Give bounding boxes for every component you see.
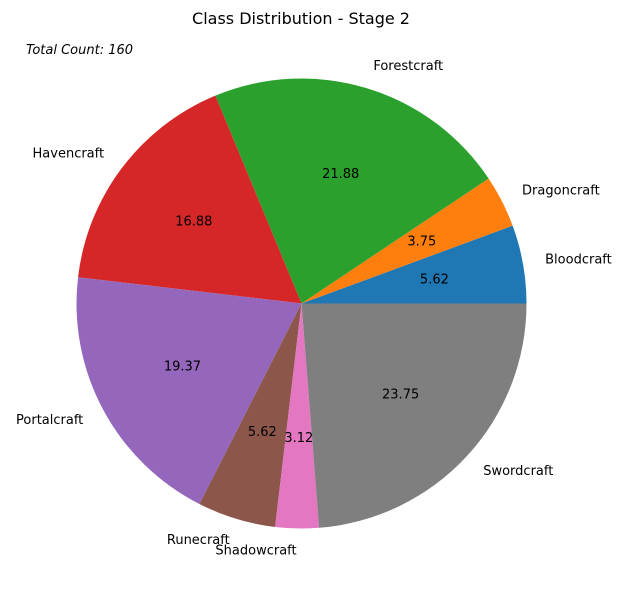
pie-slice-bloodcraft — [301, 225, 527, 304]
slice-category-label-portalcraft: Portalcraft — [16, 413, 83, 428]
slice-category-label-havencraft: Havencraft — [33, 147, 105, 162]
slice-category-label-bloodcraft: Bloodcraft — [545, 253, 612, 268]
slice-value-label-havencraft: 16.88 — [175, 215, 212, 230]
slice-value-label-forestcraft: 21.88 — [322, 167, 359, 182]
slice-value-labels: 5.62 3.75 21.88 16.88 19.37 5.62 3.12 23.75 — [164, 167, 449, 446]
slice-category-label-shadowcraft: Shadowcraft — [215, 543, 296, 558]
slice-value-label-swordcraft: 23.75 — [382, 388, 419, 403]
slice-category-label-dragoncraft: Dragoncraft — [522, 184, 600, 199]
pie-slice-portalcraft — [76, 277, 302, 505]
slice-value-label-dragoncraft: 3.75 — [407, 235, 436, 250]
pie-slice-dragoncraft — [301, 178, 513, 304]
slice-value-label-runecraft: 5.62 — [248, 425, 277, 440]
total-count-annotation: Total Count: 160 — [26, 43, 133, 58]
slice-category-labels: Bloodcraft Dragoncraft Forestcraft Havencra… — [16, 59, 612, 558]
pie-slice-runecraft — [199, 303, 302, 527]
pie-slice-shadowcraft — [275, 303, 320, 529]
slice-category-label-forestcraft: Forestcraft — [373, 59, 443, 74]
pie-slices — [76, 78, 527, 529]
slice-value-label-shadowcraft: 3.12 — [284, 431, 313, 446]
pie-slice-forestcraft — [215, 78, 489, 304]
slice-value-label-portalcraft: 19.37 — [164, 360, 201, 375]
slice-category-label-swordcraft: Swordcraft — [483, 464, 553, 479]
pie-slice-swordcraft — [301, 303, 527, 528]
pie-slice-havencraft — [78, 95, 302, 304]
chart-title: Class Distribution - Stage 2 — [192, 9, 410, 28]
slice-category-label-runecraft: Runecraft — [167, 533, 230, 548]
slice-value-label-bloodcraft: 5.62 — [420, 272, 449, 287]
